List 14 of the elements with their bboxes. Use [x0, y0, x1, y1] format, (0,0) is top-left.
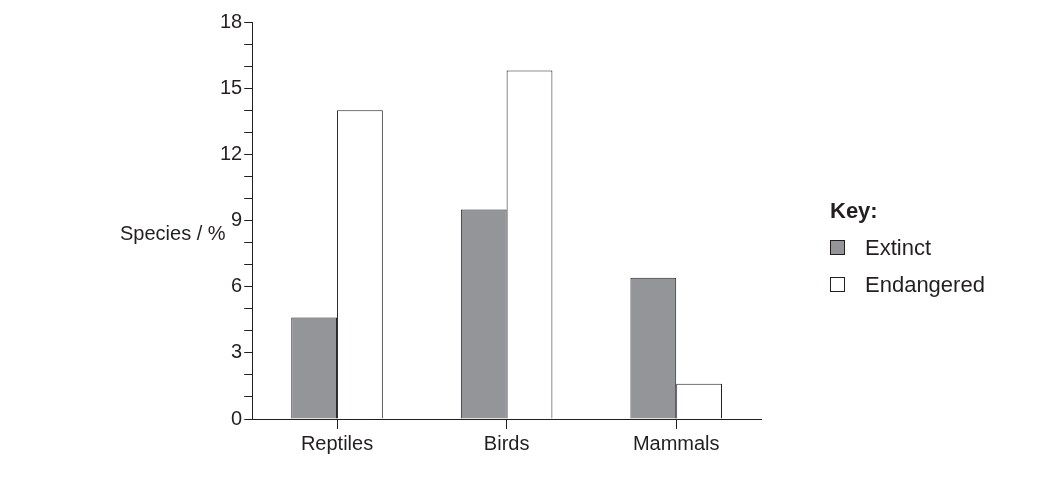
legend-title: Key: [830, 197, 879, 225]
x-tick-label: Birds [483, 431, 530, 454]
y-tick-label: 12 [220, 141, 243, 164]
y-tick-label: 15 [220, 75, 243, 98]
x-tick-label: Reptiles [300, 431, 374, 454]
text: Endangered [865, 271, 985, 299]
y-axis-title: Species / % [120, 222, 226, 245]
y-tick-label: 9 [231, 208, 243, 231]
y-tick-label: 3 [231, 340, 243, 363]
y-tick-label: 0 [231, 406, 243, 429]
y-tick-label: 18 [220, 9, 243, 32]
y-tick-label: 6 [231, 274, 243, 297]
legend-label: Extinct [865, 234, 932, 262]
x-tick-label: Mammals [632, 431, 720, 454]
